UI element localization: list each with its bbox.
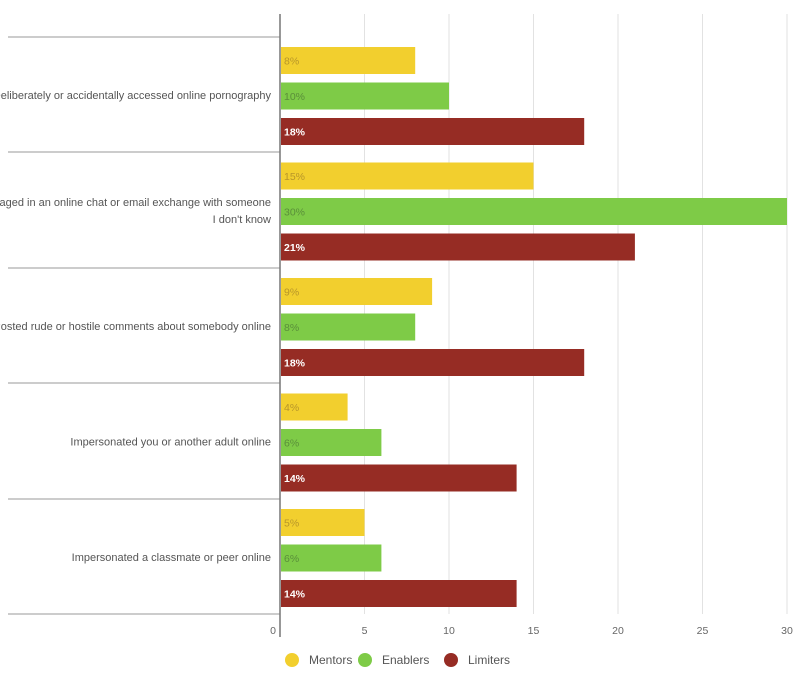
data-label: 18% [284,358,306,370]
category-label: Impersonated a classmate or peer online [72,552,271,564]
data-label: 6% [284,438,299,450]
data-label: 15% [284,171,305,183]
legend-label-enablers: Enablers [382,653,429,667]
bar-enablers [281,544,382,572]
data-label: 14% [284,473,306,485]
bar-mentors [281,278,433,305]
x-tick-label: 10 [443,625,455,637]
legend-swatch-mentors [285,653,299,667]
data-label: 5% [284,518,299,530]
data-label: 14% [284,589,306,601]
category-label: Engaged in an online chat or email excha… [0,197,271,209]
bar-enablers [281,198,787,225]
bar-limiters [281,349,585,376]
legend-label-limiters: Limiters [468,653,510,667]
x-tick-label: 20 [612,625,624,637]
category-label: Impersonated you or another adult online [70,436,271,448]
x-tick-label: 25 [697,625,709,637]
bar-enablers [281,429,382,456]
data-label: 9% [284,287,299,299]
x-tick-label: 0 [270,625,276,637]
category-label: I don't know [213,214,271,226]
bar-mentors [281,509,365,536]
bar-limiters [281,118,585,145]
bar-limiters [281,233,635,261]
data-label: 4% [284,402,299,414]
data-label: 30% [284,207,305,219]
data-label: 6% [284,553,299,565]
bar-enablers [281,313,416,341]
x-tick-label: 5 [362,625,368,637]
data-label: 10% [284,91,305,103]
category-label: Deliberately or accidentally accessed on… [0,90,271,102]
data-label: 18% [284,127,306,139]
legend-swatch-enablers [358,653,372,667]
bar-mentors [281,162,534,190]
bar-mentors [281,47,416,74]
legend-swatch-limiters [444,653,458,667]
bar-limiters [281,580,517,607]
bar-mentors [281,393,348,421]
data-label: 8% [284,322,299,334]
data-label: 21% [284,242,306,254]
x-tick-label: 30 [781,625,793,637]
category-label: Posted rude or hostile comments about so… [0,321,271,333]
bar-limiters [281,464,517,492]
bar-enablers [281,82,449,110]
x-tick-label: 15 [528,625,540,637]
data-label: 8% [284,56,299,68]
legend-label-mentors: Mentors [309,653,352,667]
